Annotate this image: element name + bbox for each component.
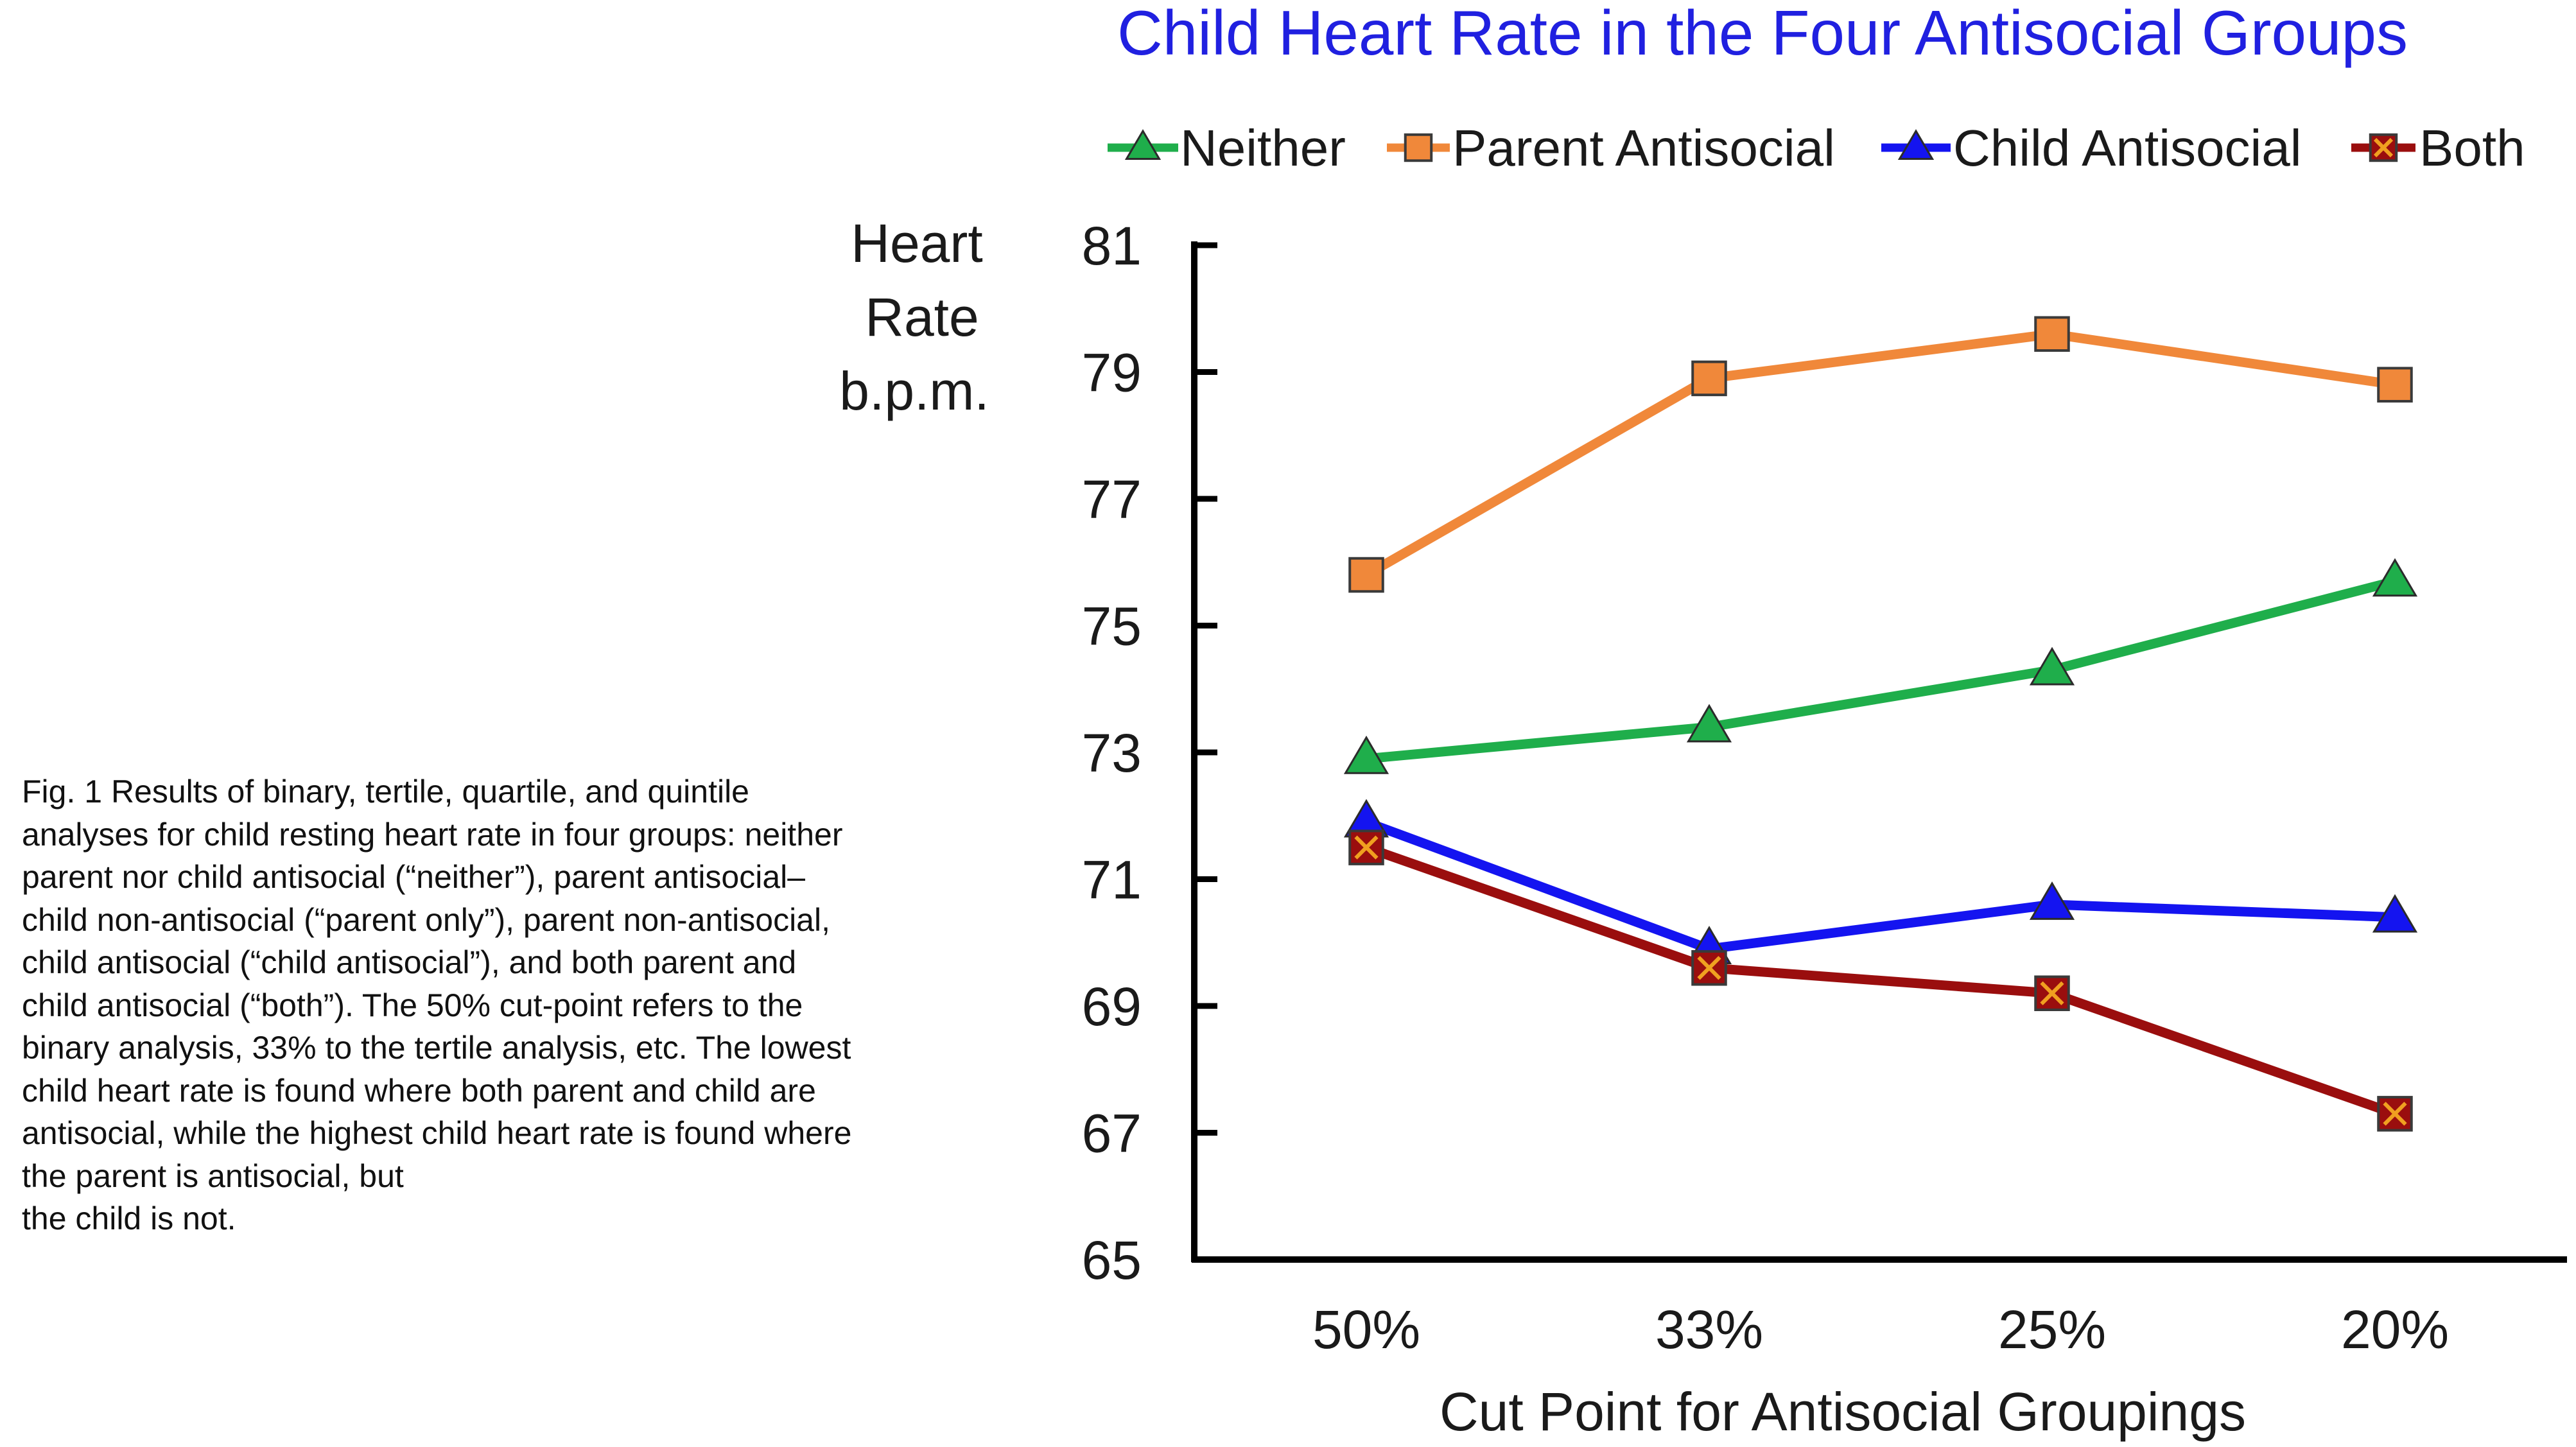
data-point-both-33pct [1691,949,1727,986]
data-point-neither-20pct [2372,558,2418,597]
y-tick-label: 77 [1082,469,1142,530]
x-axis-label: Cut Point for Antisocial Groupings [1440,1382,2246,1442]
x-tick-label-25pct: 25% [1998,1299,2106,1360]
y-axis-label-line: Rate [865,287,979,347]
legend-label-parent-antisocial: Parent Antisocial [1452,119,1835,177]
data-point-both-50pct [1348,829,1384,865]
legend-label-child-antisocial: Child Antisocial [1953,119,2302,177]
series-line-child-antisocial [1361,817,2400,954]
axes [1191,241,2567,1263]
data-point-parent-antisocial-33pct [1691,360,1727,397]
data-point-both-20pct [2377,1096,2413,1132]
legend-marker-child-antisocial [1897,129,1935,160]
y-tick-label: 81 [1082,216,1142,276]
series-neither [1343,558,2418,774]
data-point-parent-antisocial-25pct [2034,316,2070,352]
data-point-both-25pct [2034,975,2070,1012]
y-tick-label: 67 [1082,1104,1142,1164]
series-line-neither [1361,576,2400,764]
series-layer [1343,316,2418,1132]
chart-title: Child Heart Rate in the Four Antisocial … [1117,0,2408,68]
y-tick-label: 71 [1082,850,1142,910]
data-point-neither-33pct [1686,704,1732,743]
series-child-antisocial [1343,799,2418,964]
y-tick-label: 69 [1082,976,1142,1037]
series-both [1348,829,2413,1132]
y-axis-label: Heart Rate b.p.m. [839,213,989,421]
y-axis-label-line: Heart [851,213,982,273]
y-tick-label: 73 [1082,723,1142,783]
data-point-parent-antisocial-50pct [1348,557,1384,593]
legend-marker-parent-antisocial [1404,133,1433,162]
x-tick-label-50pct: 50% [1312,1299,1420,1360]
data-point-child-antisocial-20pct [2372,894,2418,933]
data-point-neither-50pct [1343,735,1389,774]
data-point-child-antisocial-25pct [2029,881,2075,920]
x-tick-label-33pct: 33% [1655,1299,1763,1360]
figure-caption: Fig. 1 Results of binary, tertile, quart… [22,774,852,1236]
series-line-both [1361,842,2400,1119]
y-tick-label: 79 [1082,343,1142,403]
y-tick-label: 65 [1082,1230,1142,1290]
x-axis-ticks: 50% 33% 25% 20% [1312,1299,2449,1360]
legend-label-neither: Neither [1180,119,1346,177]
y-axis-label-line: b.p.m. [839,361,989,421]
legend-item-child-antisocial: Child Antisocial [1881,119,2302,177]
series-parent-antisocial [1348,316,2413,593]
legend-marker-both [2369,133,2398,162]
legend-marker-neither [1124,129,1162,160]
series-line-parent-antisocial [1361,329,2400,580]
data-point-parent-antisocial-20pct [2377,367,2413,403]
legend-item-parent-antisocial: Parent Antisocial [1387,119,1835,177]
legend-item-neither: Neither [1108,119,1346,177]
y-tick-label: 75 [1082,596,1142,657]
x-tick-label-20pct: 20% [2341,1299,2449,1360]
legend-label-both: Both [2419,119,2525,177]
chart-legend: Neither Parent Antisocial Child Antisocial… [1108,119,2525,177]
data-point-neither-25pct [2029,646,2075,686]
legend-item-both: Both [2351,119,2525,177]
